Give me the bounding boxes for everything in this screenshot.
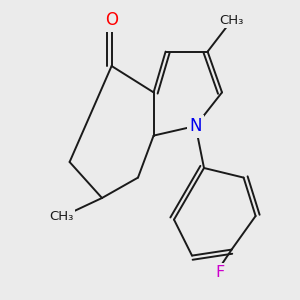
Text: CH₃: CH₃ — [219, 14, 244, 27]
Text: CH₃: CH₃ — [49, 209, 74, 223]
Text: N: N — [189, 117, 202, 135]
Text: F: F — [215, 265, 224, 280]
Text: O: O — [105, 11, 118, 29]
